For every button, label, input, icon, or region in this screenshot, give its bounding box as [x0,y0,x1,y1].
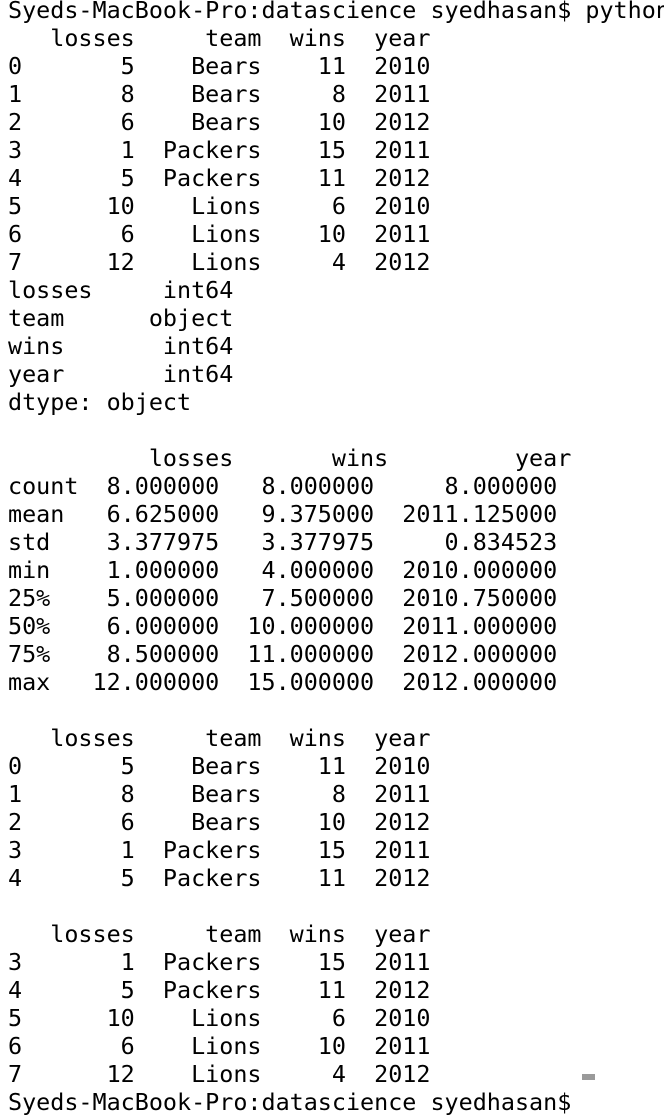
dataframe-row: 6 6 Lions 10 2011 [8,220,431,248]
describe-row: 75% 8.500000 11.000000 2012.000000 [8,640,558,668]
dataframe-row: 7 12 Lions 4 2012 [8,248,431,276]
blank-line [8,696,664,724]
head-row: 1 8 Bears 8 2011 [8,780,431,808]
head-row: 0 5 Bears 11 2010 [8,752,431,780]
dataframe-row: 5 10 Lions 6 2010 [8,192,431,220]
describe-row: count 8.000000 8.000000 8.000000 [8,472,558,500]
tail-row: 6 6 Lions 10 2011 [8,1032,431,1060]
text-cursor [582,1074,595,1080]
dtype-row: team object [8,304,234,332]
dataframe-row: 3 1 Packers 15 2011 [8,136,431,164]
tail-row: 5 10 Lions 6 2010 [8,1004,431,1032]
head-row: 2 6 Bears 10 2012 [8,808,431,836]
tail-row: 4 5 Packers 11 2012 [8,976,431,1004]
dtype-row: wins int64 [8,332,234,360]
dataframe-row: 2 6 Bears 10 2012 [8,108,431,136]
dtype-row: year int64 [8,360,234,388]
describe-row: max 12.000000 15.000000 2012.000000 [8,668,558,696]
head-header: losses team wins year [8,724,431,752]
describe-row: std 3.377975 3.377975 0.834523 [8,528,558,556]
dataframe-row: 0 5 Bears 11 2010 [8,52,431,80]
tail-row: 7 12 Lions 4 2012 [8,1060,431,1088]
describe-header: losses wins year [8,444,572,472]
blank-line [8,892,664,920]
terminal-output: Syeds-MacBook-Pro:datascience syedhasan$… [8,0,664,1116]
describe-row: 25% 5.000000 7.500000 2010.750000 [8,584,558,612]
describe-row: mean 6.625000 9.375000 2011.125000 [8,500,558,528]
dtype-row: losses int64 [8,276,234,304]
shell-prompt-line[interactable]: Syeds-MacBook-Pro:datascience syedhasan$ [8,1088,572,1116]
blank-line [8,416,664,444]
describe-row: 50% 6.000000 10.000000 2011.000000 [8,612,558,640]
dataframe-row: 1 8 Bears 8 2011 [8,80,431,108]
head-row: 3 1 Packers 15 2011 [8,836,431,864]
dataframe-row: 4 5 Packers 11 2012 [8,164,431,192]
tail-header: losses team wins year [8,920,431,948]
shell-prompt-line: Syeds-MacBook-Pro:datascience syedhasan$… [8,0,664,24]
head-row: 4 5 Packers 11 2012 [8,864,431,892]
describe-row: min 1.000000 4.000000 2010.000000 [8,556,558,584]
tail-row: 3 1 Packers 15 2011 [8,948,431,976]
dtype-footer: dtype: object [8,388,192,416]
dataframe-header: losses team wins year [8,24,431,52]
